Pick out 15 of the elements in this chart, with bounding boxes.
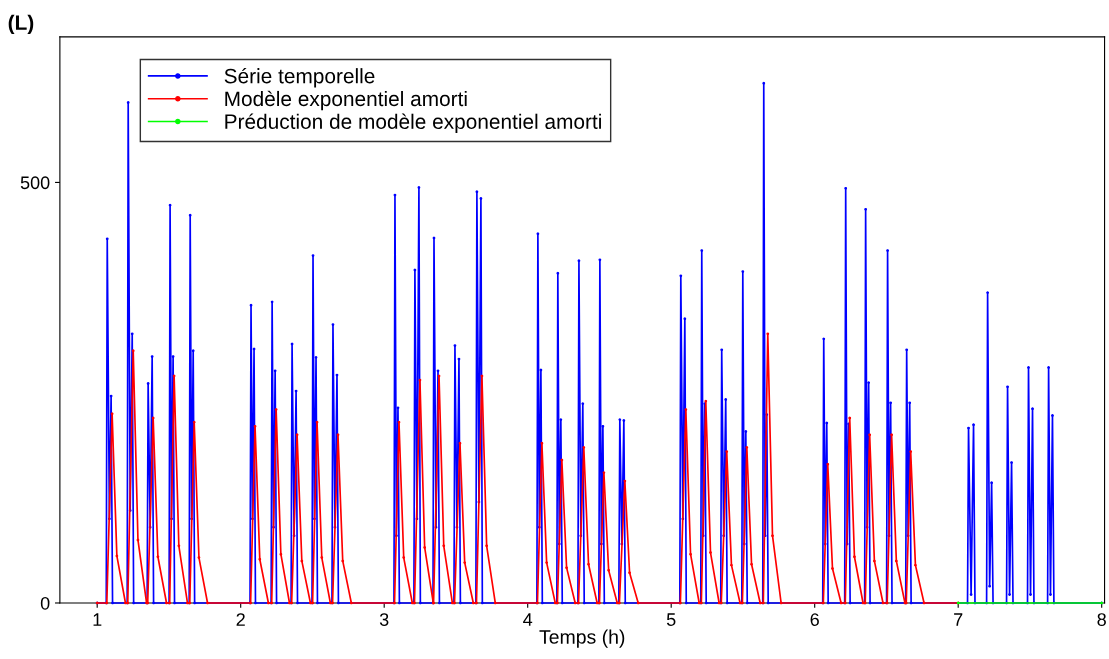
y-axis-title: (L) <box>8 14 34 35</box>
legend-label: Préduction de modèle exponentiel amorti <box>225 113 601 134</box>
x-tick-label: 3 <box>379 613 389 626</box>
y-tick-label: 500 <box>20 176 50 190</box>
x-tick-label: 4 <box>523 613 533 626</box>
x-tick-label: 1 <box>93 613 102 626</box>
x-tick-label: 8 <box>1097 613 1106 626</box>
x-tick-label: 7 <box>954 613 963 626</box>
y-tick-label: 0 <box>40 596 50 610</box>
legend-label: Série temporelle <box>224 67 375 88</box>
x-tick-label: 6 <box>810 613 819 626</box>
x-tick-label: 5 <box>666 613 676 626</box>
legend-label: Modèle exponentiel amorti <box>225 90 467 111</box>
x-axis-title: Temps (h) <box>539 629 625 648</box>
x-tick-label: 2 <box>236 613 245 626</box>
